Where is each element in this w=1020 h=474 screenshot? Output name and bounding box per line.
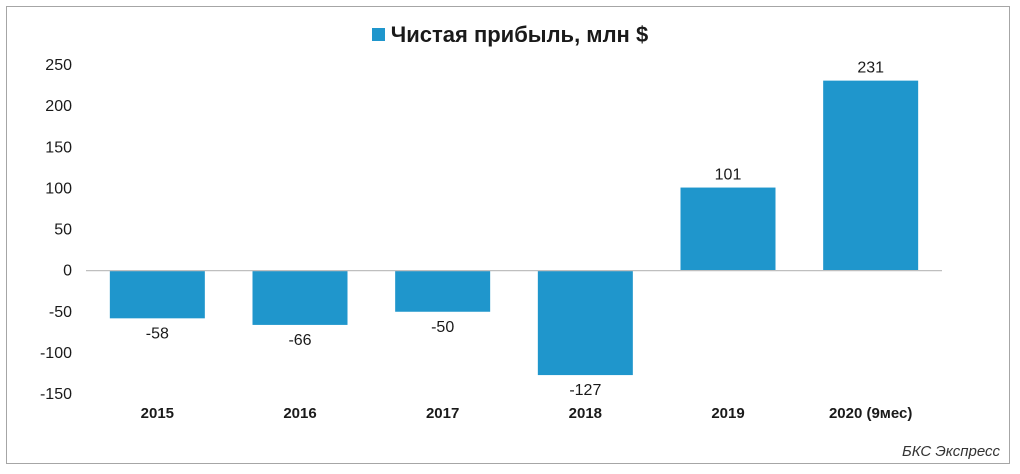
data-label: -50 [431,319,454,336]
y-tick-label: 0 [63,263,72,280]
y-tick-label: 200 [45,98,72,115]
y-tick-label: 50 [54,222,72,239]
y-tick-label: 250 [45,57,72,74]
legend-label: Чистая прибыль, млн $ [390,22,649,47]
source-label: БКС Экспресс [901,443,1000,460]
data-label: -66 [288,332,311,349]
bar [823,80,919,271]
bar [109,270,205,319]
bar [252,270,348,325]
data-label: -127 [569,382,601,399]
category-label: 2020 (9мес) [829,405,912,422]
bar [395,270,491,312]
data-label: 101 [715,167,742,184]
category-label: 2019 [711,405,744,422]
bar [680,187,776,271]
bar [537,270,633,376]
y-tick-label: 150 [45,139,72,156]
category-label: 2017 [426,405,459,422]
legend-swatch [371,28,385,41]
legend: Чистая прибыль, млн $ [0,22,1020,48]
y-tick-label: -150 [40,386,72,403]
y-tick-label: -100 [40,345,72,362]
y-tick-label: -50 [49,304,72,321]
category-label: 2016 [283,405,316,422]
category-label: 2015 [141,405,174,422]
data-label: -58 [146,325,169,342]
data-label: 231 [857,60,884,77]
category-label: 2018 [569,405,602,422]
y-tick-label: 100 [45,180,72,197]
